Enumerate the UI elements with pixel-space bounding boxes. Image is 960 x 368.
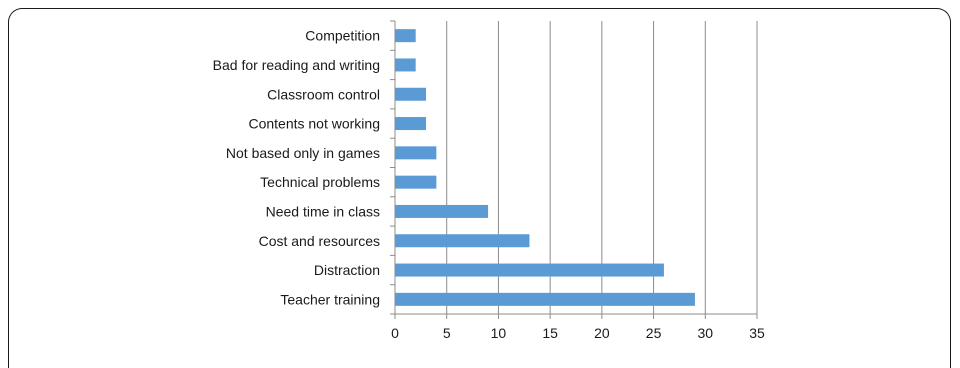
x-tick-label: 0 [391,325,399,341]
x-tick-label: 35 [749,325,765,341]
category-label: Bad for reading and writing [213,57,380,73]
bar [395,175,437,189]
category-label: Teacher training [280,291,380,307]
x-tick-label: 30 [697,325,713,341]
axes [390,20,758,319]
x-tick-label: 15 [542,325,558,341]
bar [395,204,489,218]
category-label: Classroom control [267,86,380,102]
x-tick-label: 25 [646,325,662,341]
x-tick-label: 10 [491,325,507,341]
category-label: Need time in class [266,203,380,219]
category-label: Cost and resources [259,233,380,249]
category-label: Contents not working [248,116,380,132]
x-tick-label: 5 [443,325,451,341]
category-label: Distraction [314,262,380,278]
chart-frame [8,8,951,368]
bar [395,58,416,72]
category-label: Not based only in games [226,145,380,161]
bar [395,292,695,306]
bar [395,29,416,43]
category-labels: Competition Bad for reading and writing Cl… [213,28,380,308]
bar [395,117,427,131]
bars [395,29,695,306]
tick-labels: 0 5 10 15 20 25 30 35 [391,325,765,341]
x-tick-label: 20 [594,325,610,341]
bar [395,87,427,101]
bar-chart: Competition Bad for reading and writing Cl… [213,20,765,341]
bar [395,234,530,248]
category-label: Competition [305,28,380,44]
bar [395,263,664,277]
category-label: Technical problems [260,174,380,190]
bar [395,146,437,160]
